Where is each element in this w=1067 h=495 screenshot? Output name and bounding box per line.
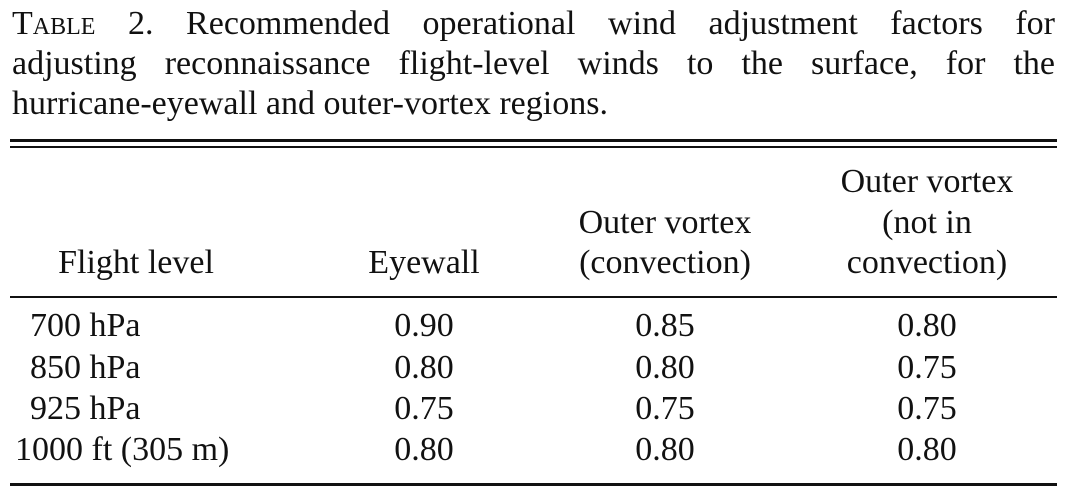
header-cell: Outer vortex [578,203,752,241]
table-cell: 0.80 [394,431,454,468]
caption-line: hurricane-eyewall and outer-vortex regio… [12,85,608,122]
row-label: 700 hPa [30,307,141,344]
table-cell: 0.80 [897,307,957,344]
header-cell: (convection) [579,244,751,281]
table-cell: 0.80 [635,349,695,386]
caption-label: Table 2. [12,5,154,42]
header-cell: Outer vortex [840,163,1014,200]
table-cell: 0.75 [635,390,695,427]
caption-line: adjusting reconnaissance flight-level wi… [12,45,1055,82]
header-rule [10,296,1057,298]
table-cell: 0.75 [897,349,957,386]
bottom-rule [10,483,1057,486]
header-cell: convection) [846,244,1008,281]
header-cell: (not in [882,203,972,241]
table-cell: 0.75 [897,390,957,427]
table-cell: 0.80 [635,431,695,468]
row-label: 850 hPa [30,349,141,386]
table-cell: 0.75 [394,390,454,427]
top-rule [10,139,1057,142]
table-cell: 0.85 [635,307,695,344]
caption-text: Recommended operational wind adjustment … [186,5,1056,42]
top-rule [10,146,1057,148]
caption-line: Table 2. Recommended operational wind ad… [12,4,1055,44]
row-label: 1000 ft (305 m) [15,431,230,468]
header-cell: Eyewall [368,244,480,281]
table-cell: 0.80 [897,431,957,468]
table-cell: 0.90 [394,307,454,344]
row-label: 925 hPa [30,390,141,427]
header-cell: Flight level [58,244,214,281]
table-cell: 0.80 [394,349,454,386]
